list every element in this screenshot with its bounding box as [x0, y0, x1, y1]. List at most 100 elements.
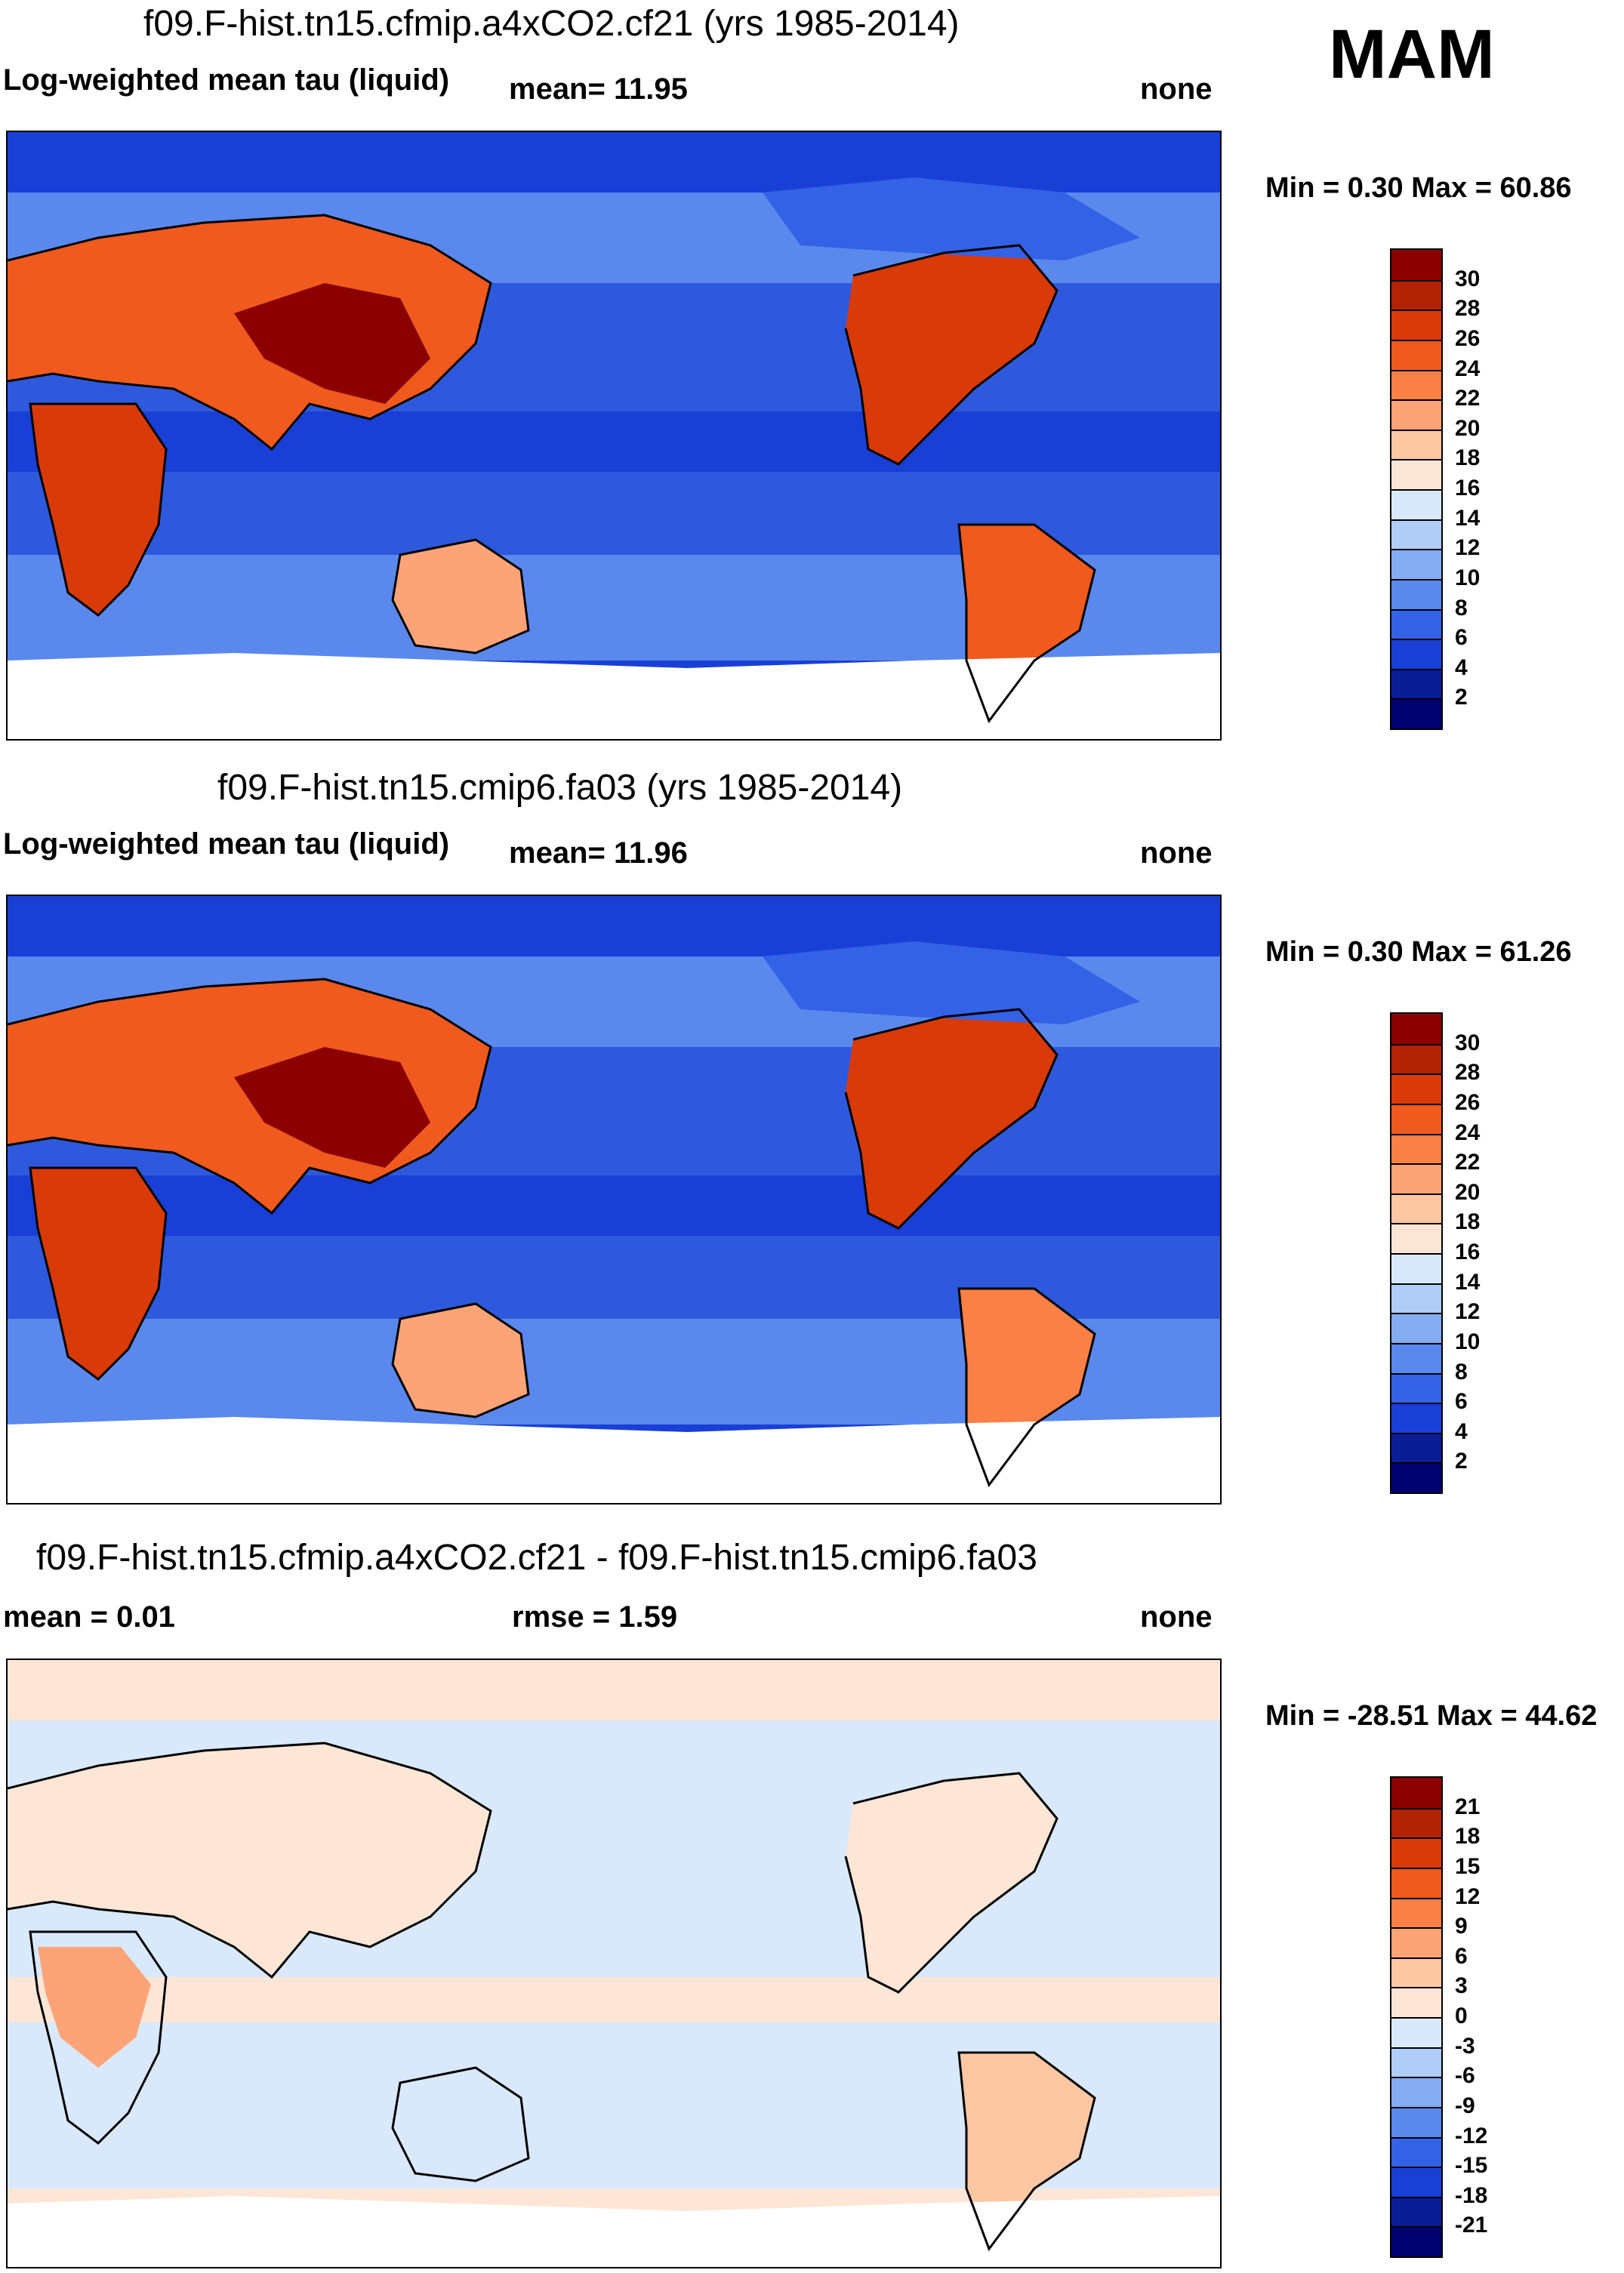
- africa-coast: [29, 1166, 168, 1381]
- panel-1-title: f09.F-hist.tn15.cfmip.a4xCO2.cf21 (yrs 1…: [143, 4, 960, 44]
- australia-coast: [391, 1302, 530, 1418]
- colorbar-label: -3: [1455, 2033, 1475, 2059]
- panel-3-minmax: Min = -28.51 Max = 44.62: [1265, 1700, 1598, 1732]
- colorbar-segment: [1391, 1987, 1441, 2017]
- south-america-coast: [957, 523, 1096, 724]
- colorbar-segment: [1391, 2167, 1441, 2197]
- colorbar-segment: [1391, 578, 1441, 609]
- australia-land: [393, 1304, 528, 1417]
- colorbar-label: -18: [1455, 2182, 1488, 2208]
- colorbar-label: 9: [1455, 1914, 1468, 1939]
- south-america-land: [959, 2053, 1095, 2249]
- colorbar-label: 30: [1455, 266, 1481, 291]
- colorbar-label: -21: [1455, 2213, 1488, 2238]
- colorbar-label: 6: [1455, 1943, 1468, 1969]
- colorbar-segment: [1391, 2047, 1441, 2077]
- colorbar-label: 16: [1455, 476, 1481, 500]
- colorbar-label: 28: [1455, 296, 1481, 322]
- eurasia-coast: [8, 978, 492, 1215]
- arctic-band: [8, 132, 1220, 192]
- north-america-coast: [844, 1772, 1059, 1994]
- colorbar-segment: [1391, 549, 1441, 579]
- china-land: [234, 1047, 430, 1168]
- colorbar-segment: [1391, 1133, 1441, 1164]
- china-land: [234, 283, 430, 404]
- panel-3-title: f09.F-hist.tn15.cfmip.a4xCO2.cf21 - f09.…: [36, 1538, 1037, 1578]
- colorbar-label: 21: [1455, 1794, 1481, 1819]
- arctic-band: [8, 1660, 1220, 1720]
- africa-land: [30, 404, 166, 615]
- colorbar-label: 3: [1455, 1973, 1468, 1999]
- panel-3-map: [6, 1659, 1222, 2268]
- colorbar-label: -6: [1455, 2063, 1475, 2089]
- panel-2-mean: mean= 11.96: [509, 836, 688, 870]
- panel-1-map-svg: [8, 132, 1220, 739]
- panel-2-variable: Log-weighted mean tau (liquid): [3, 827, 450, 861]
- panel-2-minmax: Min = 0.30 Max = 61.26: [1265, 936, 1572, 968]
- north-america-coast: [844, 244, 1059, 466]
- panel-2-map-svg: [8, 896, 1220, 1503]
- colorbar-segment: [1391, 1163, 1441, 1193]
- colorbar-segment: [1391, 698, 1441, 728]
- colorbar-label: -9: [1455, 2093, 1475, 2118]
- africa-coast: [29, 402, 168, 617]
- colorbar-segment: [1391, 1342, 1441, 1373]
- tropical-band: [8, 1175, 1220, 1236]
- colorbar-segment: [1391, 1283, 1441, 1314]
- south-america-coast: [957, 1287, 1096, 1488]
- panel-3-rmse: rmse = 1.59: [512, 1600, 678, 1634]
- panel-1-colorbar: [1390, 248, 1443, 730]
- colorbar-label: 18: [1455, 445, 1481, 471]
- colorbar-segment: [1391, 1957, 1441, 1988]
- panel-3-mean: mean = 0.01: [3, 1600, 175, 1634]
- colorbar-segment: [1391, 310, 1441, 340]
- colorbar-label: 10: [1455, 1329, 1481, 1354]
- colorbar-label: 30: [1455, 1030, 1481, 1055]
- north-america-coast: [844, 1008, 1059, 1230]
- colorbar-label: -12: [1455, 2123, 1488, 2148]
- colorbar-label: 2: [1455, 685, 1468, 710]
- south-america-coast: [957, 2051, 1096, 2252]
- colorbar-label: 26: [1455, 1089, 1481, 1115]
- colorbar-segment: [1391, 1462, 1441, 1492]
- colorbar-segment: [1391, 1253, 1441, 1283]
- colorbar-label: 2: [1455, 1449, 1468, 1474]
- panel-1-variable: Log-weighted mean tau (liquid): [3, 63, 450, 97]
- colorbar-segment: [1391, 369, 1441, 400]
- panel-2-colorbar: [1390, 1012, 1443, 1494]
- africa-land: [30, 1168, 166, 1379]
- panel-2-title: f09.F-hist.tn15.cmip6.fa03 (yrs 1985-201…: [217, 768, 903, 808]
- panel-3-colorbar: [1390, 1776, 1443, 2258]
- colorbar-segment: [1391, 668, 1441, 699]
- panel-1-map: [6, 131, 1222, 741]
- colorbar-segment: [1391, 1193, 1441, 1224]
- colorbar-segment: [1391, 1043, 1441, 1074]
- colorbar-segment: [1391, 1103, 1441, 1134]
- colorbar-label: 20: [1455, 415, 1481, 441]
- colorbar-label: 15: [1455, 1853, 1481, 1879]
- colorbar-label: 18: [1455, 1824, 1481, 1850]
- panel-3-units: none: [1140, 1600, 1213, 1634]
- canada-arctic: [763, 177, 1140, 260]
- colorbar-segment: [1391, 2077, 1441, 2107]
- colorbar-segment: [1391, 1807, 1441, 1838]
- colorbar-segment: [1391, 1372, 1441, 1403]
- colorbar-segment: [1391, 1313, 1441, 1343]
- colorbar-label: 14: [1455, 1269, 1481, 1295]
- colorbar-segment: [1391, 1778, 1441, 1808]
- panel-1-minmax: Min = 0.30 Max = 60.86: [1265, 172, 1572, 204]
- colorbar-label: 8: [1455, 1359, 1468, 1384]
- colorbar-segment: [1391, 1014, 1441, 1044]
- panel-2-map: [6, 895, 1222, 1505]
- australia-coast: [391, 2066, 530, 2182]
- antarctica: [8, 1417, 1220, 1503]
- colorbar-segment: [1391, 459, 1441, 489]
- colorbar-label: 8: [1455, 595, 1468, 621]
- colorbar-label: 6: [1455, 625, 1468, 651]
- panel-1-units: none: [1140, 72, 1213, 106]
- colorbar-segment: [1391, 279, 1441, 310]
- colorbar-label: 24: [1455, 356, 1481, 381]
- colorbar-label: 10: [1455, 565, 1481, 590]
- colorbar-label: 18: [1455, 1209, 1481, 1235]
- colorbar-label: 28: [1455, 1060, 1481, 1086]
